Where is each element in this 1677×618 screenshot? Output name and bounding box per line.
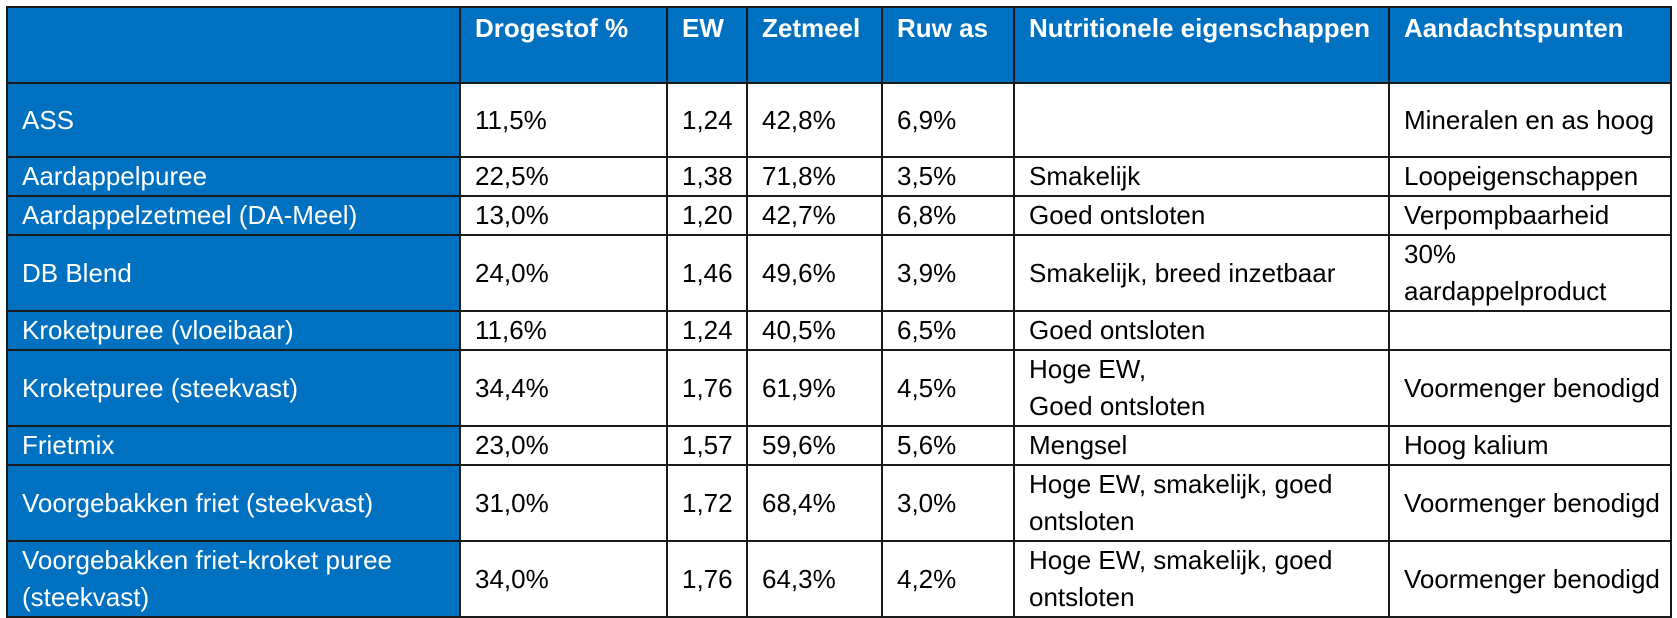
cell-aandachtspunten: Voormenger benodigd [1388, 540, 1672, 618]
table-row: Voorgebakken friet-kroket puree (steekva… [6, 540, 1672, 618]
cell-ruw-as: 3,5% [881, 156, 1015, 197]
cell-nutritionele-eigenschappen: Smakelijk, breed inzetbaar [1013, 234, 1390, 312]
row-label: Kroketpuree (vloeibaar) [6, 310, 461, 351]
table-wrapper: Drogestof % EW Zetmeel Ruw as Nutritione… [6, 6, 1672, 618]
cell-ew: 1,76 [666, 349, 748, 427]
row-label: Frietmix [6, 425, 461, 466]
cell-zetmeel: 68,4% [746, 464, 883, 542]
cell-nutritionele-eigenschappen: Hoge EW, smakelijk, goed ontsloten [1013, 464, 1390, 542]
cell-ew: 1,72 [666, 464, 748, 542]
cell-ew: 1,20 [666, 195, 748, 236]
cell-nutritionele-eigenschappen [1013, 82, 1390, 158]
row-label: Kroketpuree (steekvast) [6, 349, 461, 427]
table-row: DB Blend 24,0% 1,46 49,6% 3,9% Smakelijk… [6, 234, 1672, 312]
row-label: Voorgebakken friet-kroket puree (steekva… [6, 540, 461, 618]
cell-ruw-as: 6,5% [881, 310, 1015, 351]
row-label: DB Blend [6, 234, 461, 312]
cell-nutritionele-eigenschappen: Smakelijk [1013, 156, 1390, 197]
header-cell-ew: EW [666, 6, 748, 84]
cell-drogestof: 34,0% [459, 540, 668, 618]
cell-drogestof: 34,4% [459, 349, 668, 427]
cell-drogestof: 22,5% [459, 156, 668, 197]
cell-zetmeel: 64,3% [746, 540, 883, 618]
cell-nutritionele-eigenschappen: Hoge EW, Goed ontsloten [1013, 349, 1390, 427]
table-row: Aardappelpuree 22,5% 1,38 71,8% 3,5% Sma… [6, 156, 1672, 197]
cell-aandachtspunten: 30% aardappelproduct [1388, 234, 1672, 312]
cell-drogestof: 31,0% [459, 464, 668, 542]
cell-ew: 1,57 [666, 425, 748, 466]
row-label: Aardappelzetmeel (DA-Meel) [6, 195, 461, 236]
cell-zetmeel: 42,8% [746, 82, 883, 158]
cell-ruw-as: 3,0% [881, 464, 1015, 542]
cell-drogestof: 23,0% [459, 425, 668, 466]
cell-aandachtspunten: Voormenger benodigd [1388, 464, 1672, 542]
row-label: ASS [6, 82, 461, 158]
cell-aandachtspunten: Mineralen en as hoog [1388, 82, 1672, 158]
cell-nutritionele-eigenschappen: Goed ontsloten [1013, 195, 1390, 236]
header-cell-nutritionele-eigenschappen: Nutritionele eigenschappen [1013, 6, 1390, 84]
cell-aandachtspunten: Hoog kalium [1388, 425, 1672, 466]
cell-ew: 1,24 [666, 82, 748, 158]
cell-ruw-as: 4,5% [881, 349, 1015, 427]
header-cell-aandachtspunten: Aandachtspunten [1388, 6, 1672, 84]
cell-aandachtspunten [1388, 310, 1672, 351]
cell-drogestof: 13,0% [459, 195, 668, 236]
cell-ruw-as: 5,6% [881, 425, 1015, 466]
cell-ruw-as: 6,9% [881, 82, 1015, 158]
cell-zetmeel: 59,6% [746, 425, 883, 466]
cell-aandachtspunten: Loopeigenschappen [1388, 156, 1672, 197]
cell-zetmeel: 71,8% [746, 156, 883, 197]
cell-drogestof: 11,5% [459, 82, 668, 158]
cell-ruw-as: 4,2% [881, 540, 1015, 618]
cell-drogestof: 24,0% [459, 234, 668, 312]
table-row: ASS 11,5% 1,24 42,8% 6,9% Mineralen en a… [6, 82, 1672, 158]
cell-ruw-as: 6,8% [881, 195, 1015, 236]
cell-ruw-as: 3,9% [881, 234, 1015, 312]
cell-nutritionele-eigenschappen: Goed ontsloten [1013, 310, 1390, 351]
row-label: Voorgebakken friet (steekvast) [6, 464, 461, 542]
table-row: Voorgebakken friet (steekvast) 31,0% 1,7… [6, 464, 1672, 542]
table-row: Aardappelzetmeel (DA-Meel) 13,0% 1,20 42… [6, 195, 1672, 236]
cell-ew: 1,76 [666, 540, 748, 618]
row-label: Aardappelpuree [6, 156, 461, 197]
cell-aandachtspunten: Voormenger benodigd [1388, 349, 1672, 427]
cell-ew: 1,38 [666, 156, 748, 197]
cell-aandachtspunten: Verpompbaarheid [1388, 195, 1672, 236]
header-row: Drogestof % EW Zetmeel Ruw as Nutritione… [6, 6, 1672, 84]
cell-zetmeel: 40,5% [746, 310, 883, 351]
table-row: Kroketpuree (steekvast) 34,4% 1,76 61,9%… [6, 349, 1672, 427]
table-row: Kroketpuree (vloeibaar) 11,6% 1,24 40,5%… [6, 310, 1672, 351]
nutrition-table: Drogestof % EW Zetmeel Ruw as Nutritione… [6, 6, 1672, 618]
cell-nutritionele-eigenschappen: Mengsel [1013, 425, 1390, 466]
cell-nutritionele-eigenschappen: Hoge EW, smakelijk, goed ontsloten [1013, 540, 1390, 618]
header-cell-ruw-as: Ruw as [881, 6, 1015, 84]
cell-zetmeel: 42,7% [746, 195, 883, 236]
cell-zetmeel: 49,6% [746, 234, 883, 312]
cell-ew: 1,46 [666, 234, 748, 312]
cell-drogestof: 11,6% [459, 310, 668, 351]
header-cell-drogestof: Drogestof % [459, 6, 668, 84]
cell-zetmeel: 61,9% [746, 349, 883, 427]
cell-ew: 1,24 [666, 310, 748, 351]
table-row: Frietmix 23,0% 1,57 59,6% 5,6% Mengsel H… [6, 425, 1672, 466]
header-cell-zetmeel: Zetmeel [746, 6, 883, 84]
header-cell-product [6, 6, 461, 84]
